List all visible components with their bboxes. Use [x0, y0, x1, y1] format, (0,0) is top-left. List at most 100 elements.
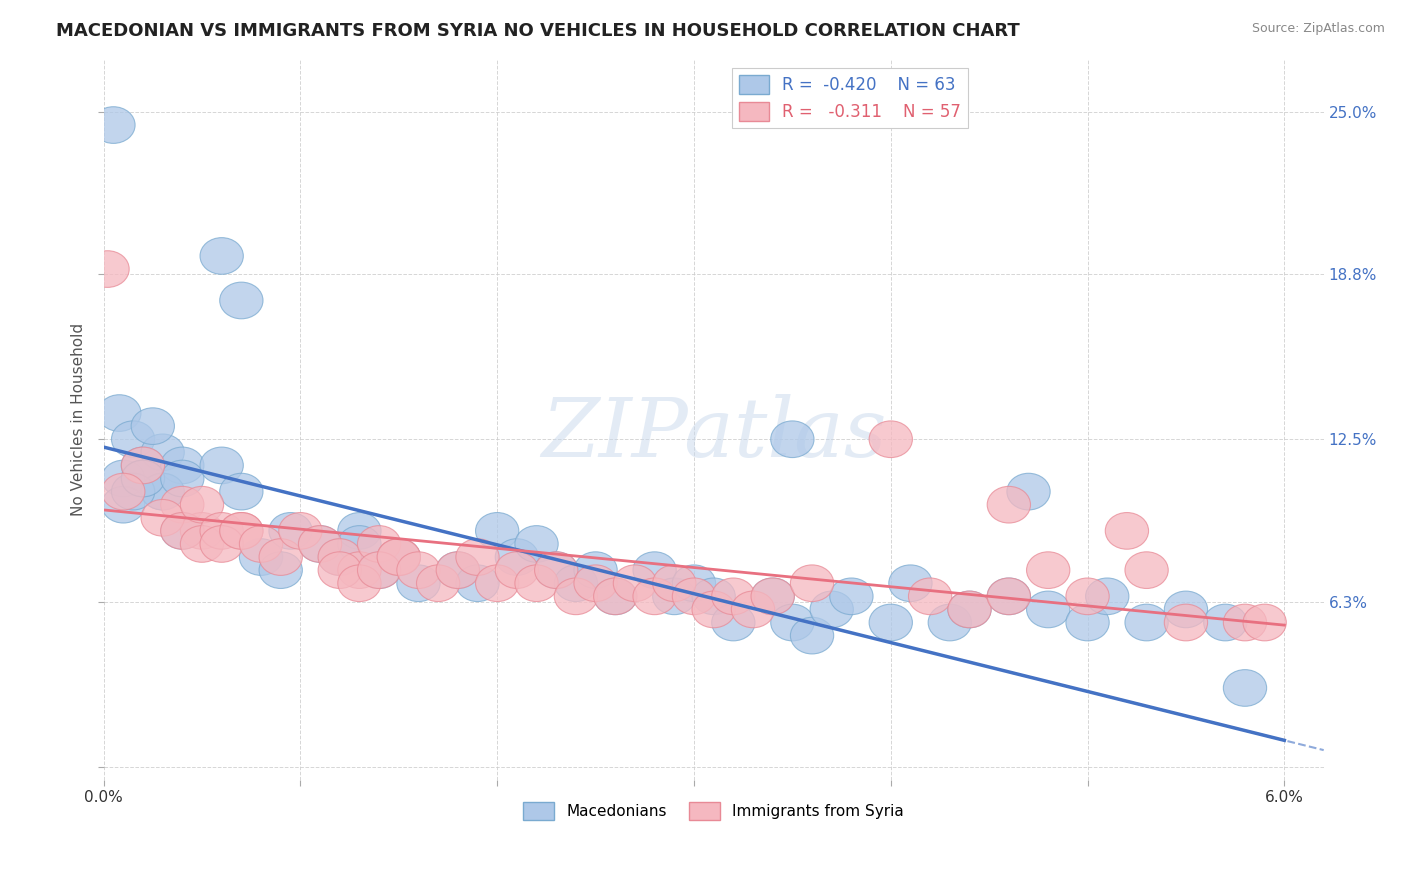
Ellipse shape	[652, 578, 696, 615]
Ellipse shape	[1164, 604, 1208, 640]
Ellipse shape	[711, 578, 755, 615]
Ellipse shape	[337, 565, 381, 601]
Ellipse shape	[574, 565, 617, 601]
Ellipse shape	[692, 578, 735, 615]
Ellipse shape	[101, 486, 145, 523]
Ellipse shape	[278, 513, 322, 549]
Text: MACEDONIAN VS IMMIGRANTS FROM SYRIA NO VEHICLES IN HOUSEHOLD CORRELATION CHART: MACEDONIAN VS IMMIGRANTS FROM SYRIA NO V…	[56, 22, 1019, 40]
Ellipse shape	[928, 604, 972, 640]
Ellipse shape	[357, 552, 401, 589]
Ellipse shape	[495, 552, 538, 589]
Ellipse shape	[396, 565, 440, 601]
Ellipse shape	[790, 565, 834, 601]
Ellipse shape	[1243, 604, 1286, 640]
Ellipse shape	[436, 552, 479, 589]
Ellipse shape	[1125, 552, 1168, 589]
Ellipse shape	[337, 513, 381, 549]
Ellipse shape	[131, 408, 174, 444]
Ellipse shape	[534, 552, 578, 589]
Ellipse shape	[515, 565, 558, 601]
Ellipse shape	[1026, 591, 1070, 628]
Ellipse shape	[1026, 552, 1070, 589]
Ellipse shape	[239, 539, 283, 575]
Ellipse shape	[121, 447, 165, 483]
Ellipse shape	[111, 474, 155, 510]
Ellipse shape	[357, 525, 401, 562]
Ellipse shape	[633, 578, 676, 615]
Ellipse shape	[574, 552, 617, 589]
Ellipse shape	[298, 525, 342, 562]
Ellipse shape	[633, 552, 676, 589]
Ellipse shape	[180, 513, 224, 549]
Ellipse shape	[141, 434, 184, 471]
Ellipse shape	[259, 539, 302, 575]
Ellipse shape	[141, 474, 184, 510]
Ellipse shape	[160, 447, 204, 483]
Ellipse shape	[672, 578, 716, 615]
Ellipse shape	[1125, 604, 1168, 640]
Ellipse shape	[396, 552, 440, 589]
Ellipse shape	[613, 565, 657, 601]
Ellipse shape	[160, 513, 204, 549]
Ellipse shape	[1164, 591, 1208, 628]
Ellipse shape	[200, 237, 243, 275]
Ellipse shape	[219, 513, 263, 549]
Ellipse shape	[869, 604, 912, 640]
Y-axis label: No Vehicles in Household: No Vehicles in Household	[72, 323, 86, 516]
Ellipse shape	[731, 591, 775, 628]
Ellipse shape	[987, 578, 1031, 615]
Ellipse shape	[456, 539, 499, 575]
Ellipse shape	[200, 525, 243, 562]
Ellipse shape	[869, 421, 912, 458]
Ellipse shape	[111, 421, 155, 458]
Ellipse shape	[495, 539, 538, 575]
Ellipse shape	[219, 474, 263, 510]
Ellipse shape	[269, 513, 312, 549]
Ellipse shape	[790, 617, 834, 654]
Ellipse shape	[515, 525, 558, 562]
Ellipse shape	[948, 591, 991, 628]
Ellipse shape	[1066, 578, 1109, 615]
Ellipse shape	[121, 460, 165, 497]
Ellipse shape	[239, 525, 283, 562]
Ellipse shape	[97, 395, 141, 432]
Ellipse shape	[200, 513, 243, 549]
Text: ZIPatlas: ZIPatlas	[541, 394, 886, 474]
Ellipse shape	[948, 591, 991, 628]
Text: Source: ZipAtlas.com: Source: ZipAtlas.com	[1251, 22, 1385, 36]
Ellipse shape	[475, 565, 519, 601]
Ellipse shape	[987, 578, 1031, 615]
Ellipse shape	[436, 552, 479, 589]
Ellipse shape	[593, 578, 637, 615]
Ellipse shape	[377, 539, 420, 575]
Ellipse shape	[298, 525, 342, 562]
Ellipse shape	[160, 460, 204, 497]
Ellipse shape	[121, 460, 165, 497]
Ellipse shape	[456, 565, 499, 601]
Ellipse shape	[101, 460, 145, 497]
Ellipse shape	[180, 486, 224, 523]
Ellipse shape	[692, 591, 735, 628]
Ellipse shape	[377, 539, 420, 575]
Ellipse shape	[160, 513, 204, 549]
Ellipse shape	[770, 421, 814, 458]
Ellipse shape	[1223, 604, 1267, 640]
Ellipse shape	[160, 486, 204, 523]
Ellipse shape	[554, 565, 598, 601]
Ellipse shape	[830, 578, 873, 615]
Ellipse shape	[337, 525, 381, 562]
Ellipse shape	[554, 578, 598, 615]
Ellipse shape	[377, 539, 420, 575]
Ellipse shape	[1204, 604, 1247, 640]
Ellipse shape	[1007, 474, 1050, 510]
Ellipse shape	[672, 565, 716, 601]
Ellipse shape	[810, 591, 853, 628]
Ellipse shape	[593, 578, 637, 615]
Ellipse shape	[889, 565, 932, 601]
Legend: Macedonians, Immigrants from Syria: Macedonians, Immigrants from Syria	[517, 796, 910, 826]
Ellipse shape	[357, 552, 401, 589]
Ellipse shape	[711, 604, 755, 640]
Ellipse shape	[416, 565, 460, 601]
Ellipse shape	[534, 552, 578, 589]
Ellipse shape	[121, 447, 165, 483]
